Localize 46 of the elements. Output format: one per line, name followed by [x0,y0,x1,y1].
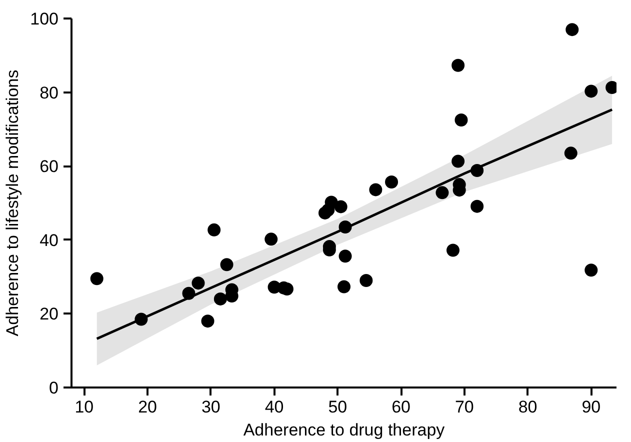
x-tick-label: 60 [392,398,410,416]
point [385,175,398,188]
point [436,186,449,200]
x-axis-title: Adherence to drug therapy [243,420,446,440]
y-tick-label: 0 [49,378,59,398]
point [564,146,578,160]
point [452,58,465,72]
x-tick-label: 30 [201,398,220,416]
point [584,264,598,277]
point [360,274,373,287]
point [369,183,382,196]
point [446,244,460,257]
x-tick-label: 20 [138,398,158,416]
y-tick-label: 60 [40,157,59,176]
point [214,292,227,306]
point [470,200,484,213]
point [584,84,598,98]
point [338,280,350,294]
line-series [96,108,614,340]
x-tick-label: 80 [518,398,538,416]
point [201,314,214,328]
point [324,196,338,209]
y-tick-label: 80 [40,83,59,102]
point [220,258,234,272]
point [334,200,348,214]
x-tick-label: 70 [454,398,474,416]
x-tick-label: 50 [328,398,348,416]
point [454,113,468,126]
x-tick-label: 10 [74,398,94,416]
point [90,272,104,286]
x-tick-label: 90 [582,398,601,416]
x-tick-label: 40 [264,398,284,416]
point [264,232,278,246]
y-tick-label: 20 [40,304,59,324]
point [134,312,148,326]
y-axis-title: Adherence to lifestyle modifications [3,70,22,336]
point [192,276,205,290]
y-tick-label: 100 [30,10,59,28]
point [182,286,196,300]
point [470,164,484,178]
point [208,223,221,236]
point [338,250,352,263]
y-tick-label: 40 [40,230,59,250]
point [338,220,352,234]
point [452,154,465,168]
point [566,23,579,36]
